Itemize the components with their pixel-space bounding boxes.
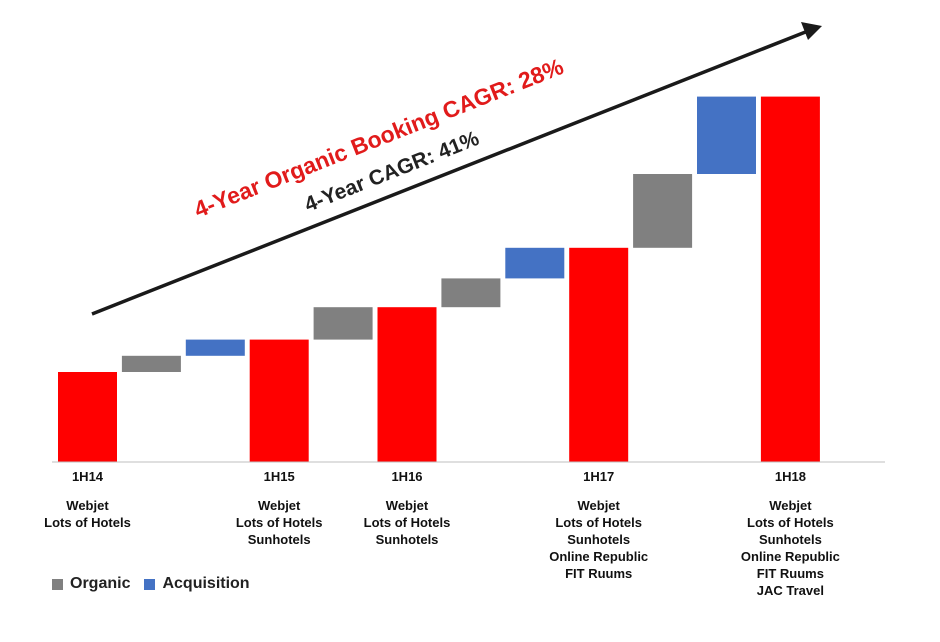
x-tick-label-1h17: 1H17 bbox=[583, 469, 615, 484]
legend-swatch-acquisition bbox=[144, 578, 156, 590]
constituent-item: Webjet bbox=[385, 498, 429, 513]
legend-label-organic: Organic bbox=[70, 575, 131, 592]
x-tick-label-1h16: 1H16 bbox=[391, 469, 423, 484]
constituent-item: Webjet bbox=[257, 498, 301, 513]
constituent-item: FIT Ruums bbox=[756, 566, 824, 581]
constituent-item: Lots of Hotels bbox=[555, 515, 643, 530]
constituent-item: Lots of Hotels bbox=[363, 515, 451, 530]
constituent-item: Lots of Hotels bbox=[44, 515, 131, 530]
bars-group bbox=[58, 96, 820, 462]
x-tick-label-1h18: 1H18 bbox=[774, 469, 806, 484]
bar-total-1h14 bbox=[58, 372, 117, 462]
legend-label-acquisition: Acquisition bbox=[162, 575, 250, 592]
legend-item-organic: Organic bbox=[52, 575, 130, 593]
constituent-item: Lots of Hotels bbox=[747, 515, 834, 530]
organic-cagr-annotation: 4-Year Organic Booking CAGR: 28% bbox=[190, 53, 567, 223]
constituent-item: Webjet bbox=[577, 498, 620, 513]
constituents-1h16: Webjet Lots of Hotels Sunhotels bbox=[337, 497, 477, 548]
constituents-1h18: Webjet Lots of Hotels Sunhotels Online Repu… bbox=[720, 497, 860, 599]
constituent-item: Online Republic bbox=[740, 549, 840, 564]
constituent-item: Webjet bbox=[769, 498, 812, 513]
constituents-1h14: Webjet Lots of Hotels bbox=[18, 497, 158, 531]
bar-organic bbox=[633, 174, 693, 248]
x-tick-label-1h14: 1H14 bbox=[71, 469, 104, 484]
bar-total-1h16 bbox=[377, 307, 437, 462]
bar-organic bbox=[313, 307, 373, 340]
bar-total-1h18 bbox=[760, 96, 820, 462]
legend: Organic Acquisition bbox=[52, 575, 264, 593]
constituent-item: Webjet bbox=[66, 498, 109, 513]
bar-organic bbox=[121, 355, 181, 372]
constituent-item: FIT Ruums bbox=[565, 566, 633, 581]
bar-organic bbox=[441, 278, 501, 308]
constituent-item: Sunhotels bbox=[567, 532, 631, 547]
bar-acquisition bbox=[505, 247, 565, 279]
constituent-item: JAC Travel bbox=[756, 583, 824, 598]
trend-arrow-head bbox=[801, 22, 822, 40]
trend-arrow-line bbox=[91, 29, 809, 316]
constituents-1h15: Webjet Lots of Hotels Sunhotels bbox=[209, 497, 349, 548]
constituents-1h17: Webjet Lots of Hotels Sunhotels Online Repu… bbox=[529, 497, 669, 582]
constituent-item: Online Republic bbox=[549, 549, 649, 564]
legend-swatch-organic bbox=[52, 578, 63, 590]
legend-item-acquisition: Acquisition bbox=[144, 575, 250, 593]
constituent-item: Lots of Hotels bbox=[235, 515, 323, 530]
bar-total-1h15 bbox=[249, 339, 309, 462]
bar-acquisition bbox=[697, 96, 756, 174]
x-tick-label-1h15: 1H15 bbox=[263, 469, 295, 484]
constituent-item: Sunhotels bbox=[375, 532, 439, 547]
constituent-item: Sunhotels bbox=[247, 532, 311, 547]
bar-acquisition bbox=[185, 339, 245, 356]
bar-total-1h17 bbox=[569, 247, 629, 462]
constituent-item: Sunhotels bbox=[758, 532, 822, 547]
trend-arrow bbox=[91, 22, 822, 316]
